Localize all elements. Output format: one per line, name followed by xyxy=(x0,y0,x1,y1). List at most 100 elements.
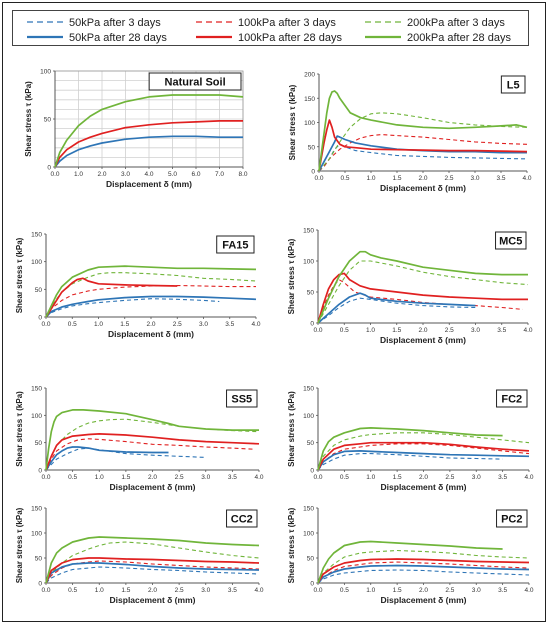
series-line xyxy=(318,135,527,172)
legend: 50kPa after 3 days 100kPa after 3 days 200… xyxy=(12,10,529,46)
y-tick-label: 0 xyxy=(310,581,314,588)
series-line xyxy=(317,450,530,471)
chart-title-box xyxy=(226,389,258,408)
x-tick-label: 2.5 xyxy=(173,321,182,328)
x-tick-label: 4.0 xyxy=(254,587,263,594)
x-tick-label: 0.0 xyxy=(50,171,59,178)
series-line xyxy=(317,432,530,471)
x-tick-label: 2.5 xyxy=(445,327,454,334)
y-tick-label: 100 xyxy=(303,531,314,538)
x-tick-label: 3.0 xyxy=(471,327,480,334)
x-tick-label: 2.0 xyxy=(148,587,157,594)
x-tick-label: 3.5 xyxy=(228,474,237,481)
x-tick-label: 1.0 xyxy=(95,474,104,481)
chart-title: SS5 xyxy=(231,394,252,406)
y-tick-label: 150 xyxy=(303,506,314,513)
y-tick-label: 150 xyxy=(31,506,42,513)
series-line xyxy=(317,250,528,324)
y-axis-label: Shear stress τ (kPa) xyxy=(287,507,296,583)
series-line xyxy=(45,438,254,471)
x-axis-label: Displacement δ (mm) xyxy=(110,595,196,605)
x-tick-label: 3.0 xyxy=(121,171,130,178)
x-tick-label: 3.5 xyxy=(497,327,506,334)
y-axis-label: Shear stress τ (kPa) xyxy=(287,391,296,467)
x-tick-label: 4.0 xyxy=(523,327,532,334)
x-axis-label: Displacement δ (mm) xyxy=(108,329,194,339)
x-tick-label: 4.0 xyxy=(144,171,153,178)
y-tick-label: 50 xyxy=(307,290,315,297)
x-tick-label: 1.5 xyxy=(121,474,130,481)
chart-title-box xyxy=(500,75,526,94)
x-tick-label: 4.0 xyxy=(522,175,531,182)
x-tick-label: 6.0 xyxy=(191,171,200,178)
chart-title-box xyxy=(496,509,528,528)
series-line xyxy=(317,564,530,584)
series-line xyxy=(318,119,528,172)
series-line xyxy=(318,90,528,172)
x-tick-label: 1.5 xyxy=(120,321,129,328)
x-tick-label: 2.0 xyxy=(419,474,428,481)
x-axis-label: Displacement δ (mm) xyxy=(381,482,467,492)
x-tick-label: 2.0 xyxy=(418,175,427,182)
y-tick-label: 50 xyxy=(307,556,315,563)
y-tick-label: 200 xyxy=(304,72,315,79)
x-axis-label: Displacement δ (mm) xyxy=(106,179,192,189)
chart-title-box xyxy=(148,72,242,91)
series-line xyxy=(317,561,530,584)
x-tick-label: 3.0 xyxy=(201,587,210,594)
x-tick-label: 4.0 xyxy=(254,474,263,481)
x-axis-label: Displacement δ (mm) xyxy=(380,335,466,345)
x-axis-label: Displacement δ (mm) xyxy=(381,595,467,605)
chart-title: FA15 xyxy=(222,240,248,252)
y-tick-label: 50 xyxy=(35,556,43,563)
x-tick-label: 0.0 xyxy=(313,474,322,481)
series-line xyxy=(45,265,257,318)
y-tick-label: 150 xyxy=(304,96,315,103)
x-tick-label: 0.0 xyxy=(41,474,50,481)
y-tick-label: 100 xyxy=(304,120,315,127)
y-axis-label: Shear stress τ (kPa) xyxy=(15,391,24,467)
figure-frame xyxy=(2,2,546,622)
series-line xyxy=(45,433,260,471)
series-line xyxy=(54,94,244,168)
series-line xyxy=(45,295,257,318)
legend-label: 200kPa after 3 days xyxy=(407,17,505,29)
x-tick-label: 3.5 xyxy=(228,587,237,594)
x-tick-label: 2.0 xyxy=(419,587,428,594)
x-tick-label: 1.0 xyxy=(74,171,83,178)
x-tick-label: 1.0 xyxy=(366,327,375,334)
x-tick-label: 2.5 xyxy=(175,474,184,481)
series-line xyxy=(54,120,243,168)
chart-panel: 0.0 1.0 2.0 3.0 4.0 5.0 6.0 7.0 8.0 0 50 100 Displac… xyxy=(24,69,248,190)
series-line xyxy=(45,446,169,471)
legend-item: 200kPa after 28 days xyxy=(365,32,511,44)
series-line xyxy=(317,540,503,584)
x-tick-label: 0.5 xyxy=(340,327,349,334)
chart-title-box xyxy=(226,509,258,528)
x-tick-label: 0.0 xyxy=(313,587,322,594)
x-tick-label: 1.5 xyxy=(392,327,401,334)
series-line xyxy=(54,135,243,168)
x-tick-label: 1.5 xyxy=(393,474,402,481)
chart-title: CC2 xyxy=(231,514,253,526)
y-tick-label: 50 xyxy=(35,287,43,294)
chart-title: Natural Soil xyxy=(165,77,226,89)
y-tick-label: 150 xyxy=(303,228,314,235)
y-tick-label: 100 xyxy=(303,413,314,420)
legend-label: 200kPa after 28 days xyxy=(407,32,511,44)
chart-title: L5 xyxy=(507,80,520,92)
x-tick-label: 3.5 xyxy=(498,474,507,481)
x-tick-label: 0.0 xyxy=(41,321,50,328)
x-tick-label: 1.0 xyxy=(95,587,104,594)
series-line xyxy=(45,541,260,584)
y-axis-label: Shear stress τ (kPa) xyxy=(15,507,24,583)
y-tick-label: 50 xyxy=(308,144,316,151)
series-line xyxy=(45,298,220,318)
y-tick-label: 100 xyxy=(303,259,314,266)
y-tick-label: 100 xyxy=(31,259,42,266)
series-line xyxy=(317,272,528,324)
x-tick-label: 4.0 xyxy=(524,587,533,594)
y-tick-label: 150 xyxy=(31,386,42,393)
x-tick-label: 1.0 xyxy=(366,587,375,594)
